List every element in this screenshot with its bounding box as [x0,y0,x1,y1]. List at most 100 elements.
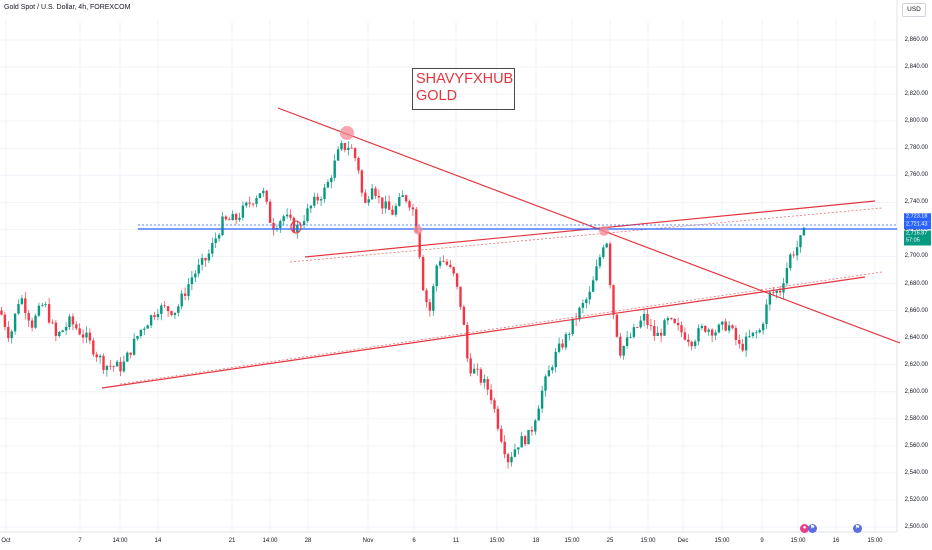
time-tick-label: 25 [606,538,614,544]
candle-bullish [207,253,211,261]
candle-bearish [778,290,782,293]
candle-bearish [204,257,207,261]
candle-bullish [336,149,340,161]
candle-bullish [309,205,313,209]
candle-bearish [102,355,105,370]
candle-bearish [129,352,132,355]
candle-bullish [194,273,197,278]
candle-bullish [537,408,540,421]
time-tick-label: 15:00 [790,538,806,544]
candle-bullish [795,247,799,256]
candle-bullish [785,268,789,284]
candle-bearish [486,379,489,390]
candle-bearish [636,327,639,328]
candle-bearish [449,264,452,268]
time-tick-label: 7 [78,538,82,544]
candle-bullish [333,160,336,178]
candle-bullish [61,330,64,332]
candle-bullish [799,235,802,248]
candle-bearish [415,209,418,233]
candle-bearish [792,254,795,256]
candle-bullish [340,143,343,150]
time-tick-label: Dec [677,538,689,544]
candle-bullish [700,325,704,329]
lower-ascending-trendline-dashed [119,271,883,385]
channel-upper-trendline-dashed [289,207,883,263]
time-tick-label: 18 [532,538,540,544]
chart-title: Gold Spot / U.S. Dollar, 4h, FOREXCOM [4,4,131,11]
candle-bullish [177,306,180,313]
price-tick-label: 2,600.00 [904,388,928,395]
candle-bearish [0,310,3,315]
candle-bullish [432,286,435,311]
candle-bullish [115,361,119,367]
candle-bearish [119,361,122,372]
candle-bullish [697,328,700,342]
candle-bearish [95,354,98,358]
economic-event-icon[interactable]: ● [800,524,809,533]
price-tick-label: 2,740.00 [904,199,928,206]
candle-bullish [217,235,221,239]
time-tick-label: 11 [452,538,460,544]
candle-bullish [758,330,761,333]
candle-bearish [466,324,469,359]
price-tick-label: 2,560.00 [904,442,928,449]
candle-bullish [595,266,598,281]
candle-bearish [425,290,428,303]
candle-bearish [350,147,353,149]
candle-bullish [557,343,561,352]
time-tick-label: 14:00 [262,538,278,544]
last-price-tag: 2,716.87 57:05 [904,230,931,246]
us-flag-icon[interactable]: ⚑ [808,524,817,533]
candle-bullish [211,243,214,254]
candle-bullish [744,336,748,351]
candle-bearish [649,325,653,326]
candle-bearish [496,408,500,429]
candle-bullish [789,254,792,269]
candle-bullish [302,221,306,225]
candle-bullish [98,355,102,358]
candle-bullish [41,304,44,306]
candle-bullish [547,370,551,377]
candle-bullish [146,325,149,329]
candle-bearish [234,213,238,220]
candle-bullish [255,198,258,204]
retest-circle [290,220,302,234]
candle-bearish [646,313,649,326]
candle-bearish [357,158,360,171]
candle-bearish [224,216,228,220]
candle-bullish [58,331,61,337]
candle-bullish [554,351,557,368]
candle-bearish [479,369,483,383]
candle-bearish [75,324,78,329]
candle-bullish [367,199,370,203]
candle-bullish [296,224,299,233]
candle-bearish [92,340,95,355]
candle-bullish [197,264,200,274]
candle-bearish [418,232,421,257]
candle-bullish [564,334,568,348]
candle-bearish [772,292,775,294]
time-tick-label: 15:00 [867,538,883,544]
candle-bearish [47,304,51,323]
currency-button[interactable]: USD [902,3,926,17]
candle-bullish [632,327,636,337]
candle-bullish [313,196,316,206]
candle-bearish [391,209,394,215]
watermark-box: SHAVYFXHUB GOLD [412,68,515,110]
candle-bearish [506,454,510,463]
price-tick-label: 2,680.00 [904,280,928,287]
us-flag-icon[interactable]: ⚑ [853,524,862,533]
candle-bearish [724,321,727,331]
candle-bearish [112,366,115,367]
candle-bearish [54,322,58,337]
candle-bearish [673,318,676,324]
candle-bearish [360,170,364,193]
time-tick-label: 6 [412,538,416,544]
candle-bullish [17,304,20,314]
time-tick-label: 14:00 [112,538,128,544]
candle-bearish [459,286,462,307]
candle-bullish [761,323,765,331]
price-tick-label: 2,720.00 [904,226,928,233]
